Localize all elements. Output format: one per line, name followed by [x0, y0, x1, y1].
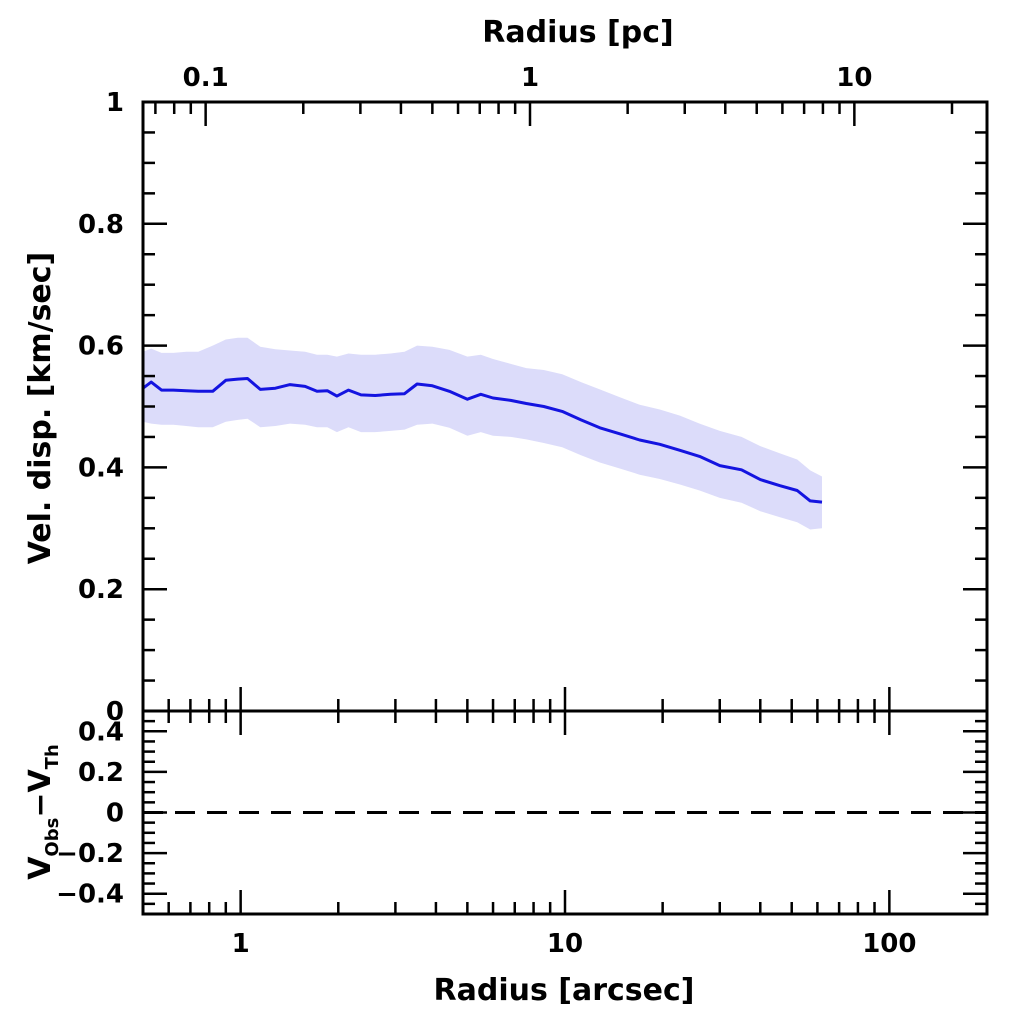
bottom-x-tick-label: 10: [547, 929, 583, 959]
main-y-tick-label: 0.4: [78, 453, 124, 483]
bottom-axis-label: Radius [arcsec]: [434, 973, 695, 1008]
top-x-tick-label: 10: [836, 63, 872, 93]
velocity-dispersion-line: [142, 377, 823, 504]
residual-y-tick-label: −0.2: [56, 839, 124, 869]
residual-y-tick-label: 0: [106, 799, 124, 829]
top-x-tick-label: 0.1: [183, 63, 229, 93]
top-x-tick-label: 1: [521, 63, 539, 93]
main-y-tick-label: 0.6: [78, 332, 124, 362]
main-y-tick-label: 0.2: [78, 575, 124, 605]
residual-y-tick-label: 0.2: [78, 758, 124, 788]
uncertainty-band: [143, 337, 822, 530]
main-y-axis-label: Vel. disp. [km/sec]: [23, 252, 58, 565]
residual-y-tick-label: 0.4: [78, 717, 124, 747]
residual-y-tick-label: −0.4: [56, 880, 124, 910]
bottom-x-tick-label: 1: [232, 929, 250, 959]
bottom-x-tick-label: 100: [862, 929, 916, 959]
residual-ylabel-v1: V: [23, 856, 58, 880]
residual-ylabel-minus-v: −V: [23, 769, 58, 818]
residual-ylabel-sub-th: Th: [42, 744, 63, 769]
residual-panel: [141, 709, 989, 916]
top-axis-label: Radius [pc]: [482, 15, 673, 50]
main-y-tick-label: 1: [106, 88, 124, 118]
residual-y-axis-label: VObs−VTh: [23, 744, 63, 880]
main-panel: [141, 100, 989, 713]
main-y-tick-label: 0: [106, 697, 124, 727]
residual-ylabel-sub-obs: Obs: [42, 818, 63, 857]
main-y-tick-label: 0.8: [78, 210, 124, 240]
